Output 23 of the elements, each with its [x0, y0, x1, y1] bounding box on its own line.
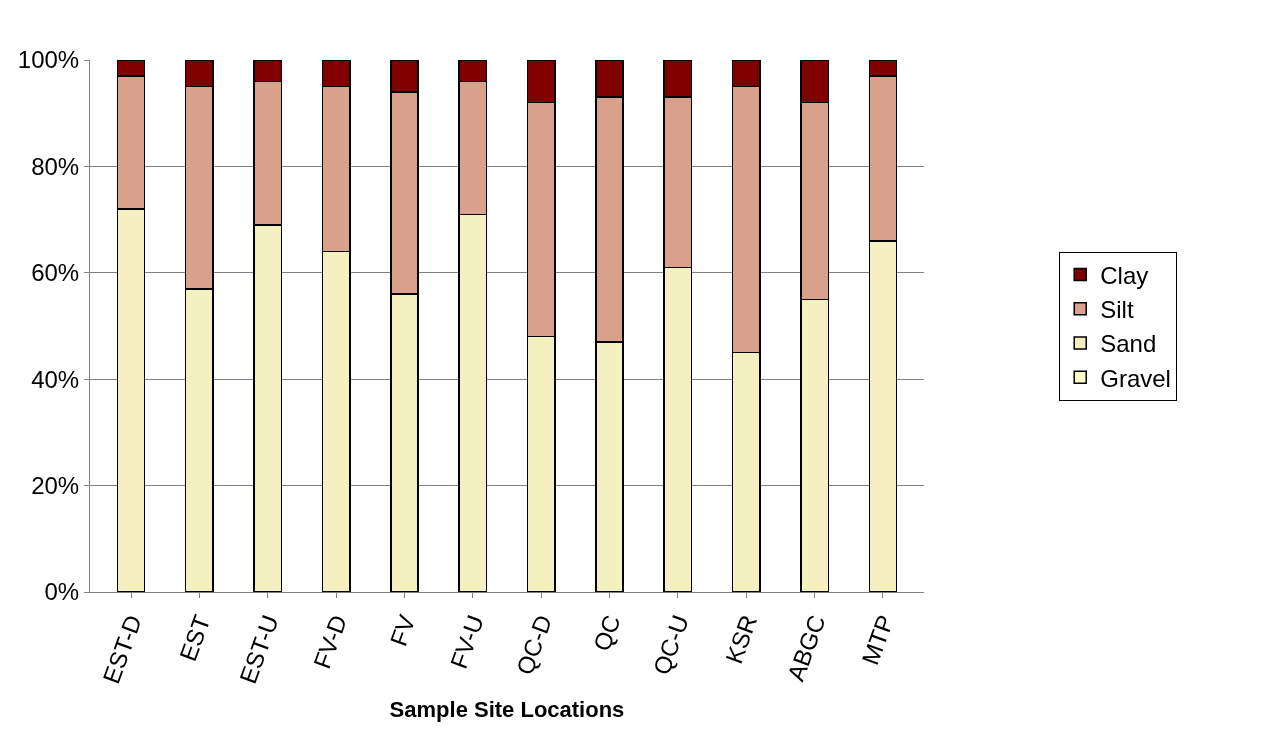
y-tick-label: 80% [31, 152, 80, 180]
x-tick-label: EST-U [234, 611, 284, 688]
x-tick-label: EST-D [97, 611, 147, 688]
x-tick-label: MTP [856, 611, 899, 669]
legend-label: Gravel [1100, 364, 1171, 392]
legend-label: Clay [1100, 261, 1149, 289]
x-tick-label: KSR [719, 611, 763, 667]
legend-label: Silt [1100, 296, 1134, 324]
x-tick-label: QC [587, 611, 626, 655]
x-tick-label: FV [384, 611, 421, 650]
x-tick-label: ABGC [781, 611, 831, 685]
y-tick-label: 20% [31, 472, 80, 499]
legend-label: Sand [1100, 330, 1157, 358]
x-tick-label: QC-U [647, 611, 694, 679]
y-tick-label: 40% [31, 365, 80, 393]
x-tick-label: FV-D [307, 611, 353, 672]
x-tick-label: EST [174, 611, 216, 665]
x-axis-title: Sample Site Locations [389, 696, 625, 722]
x-tick-label: QC-D [510, 611, 558, 679]
y-tick-label: 100% [17, 46, 80, 74]
x-tick-label: FV-U [444, 611, 489, 672]
y-tick-label: 60% [31, 259, 80, 287]
y-tick-label: 0% [44, 578, 80, 606]
